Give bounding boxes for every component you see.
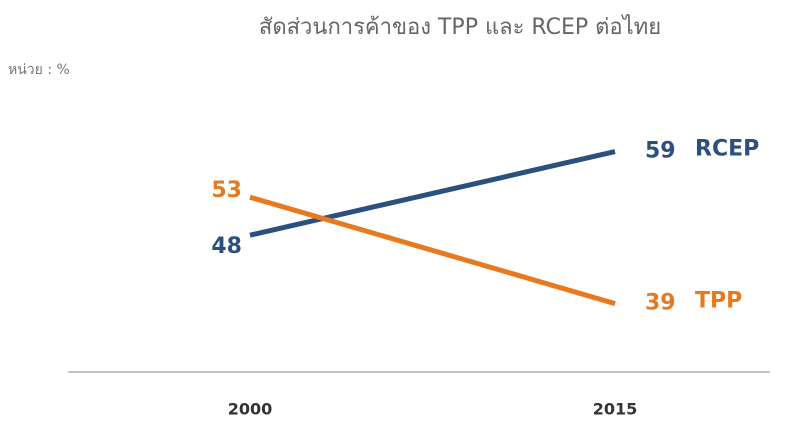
series-line [249,194,616,307]
data-label: 59 [645,139,676,164]
data-label: 39 [645,291,676,316]
series-line [249,149,616,238]
chart-title: สัดส่วนการค้าของ TPP และ RCEP ต่อไทย [259,14,661,40]
x-tick-label: 2000 [228,400,273,419]
data-label: 53 [211,178,242,203]
unit-label: หน่วย : % [8,62,70,78]
data-label: 48 [211,234,242,259]
x-tick-label: 2015 [593,400,638,419]
series-label: TPP [695,289,742,314]
series-label: RCEP [695,137,759,162]
